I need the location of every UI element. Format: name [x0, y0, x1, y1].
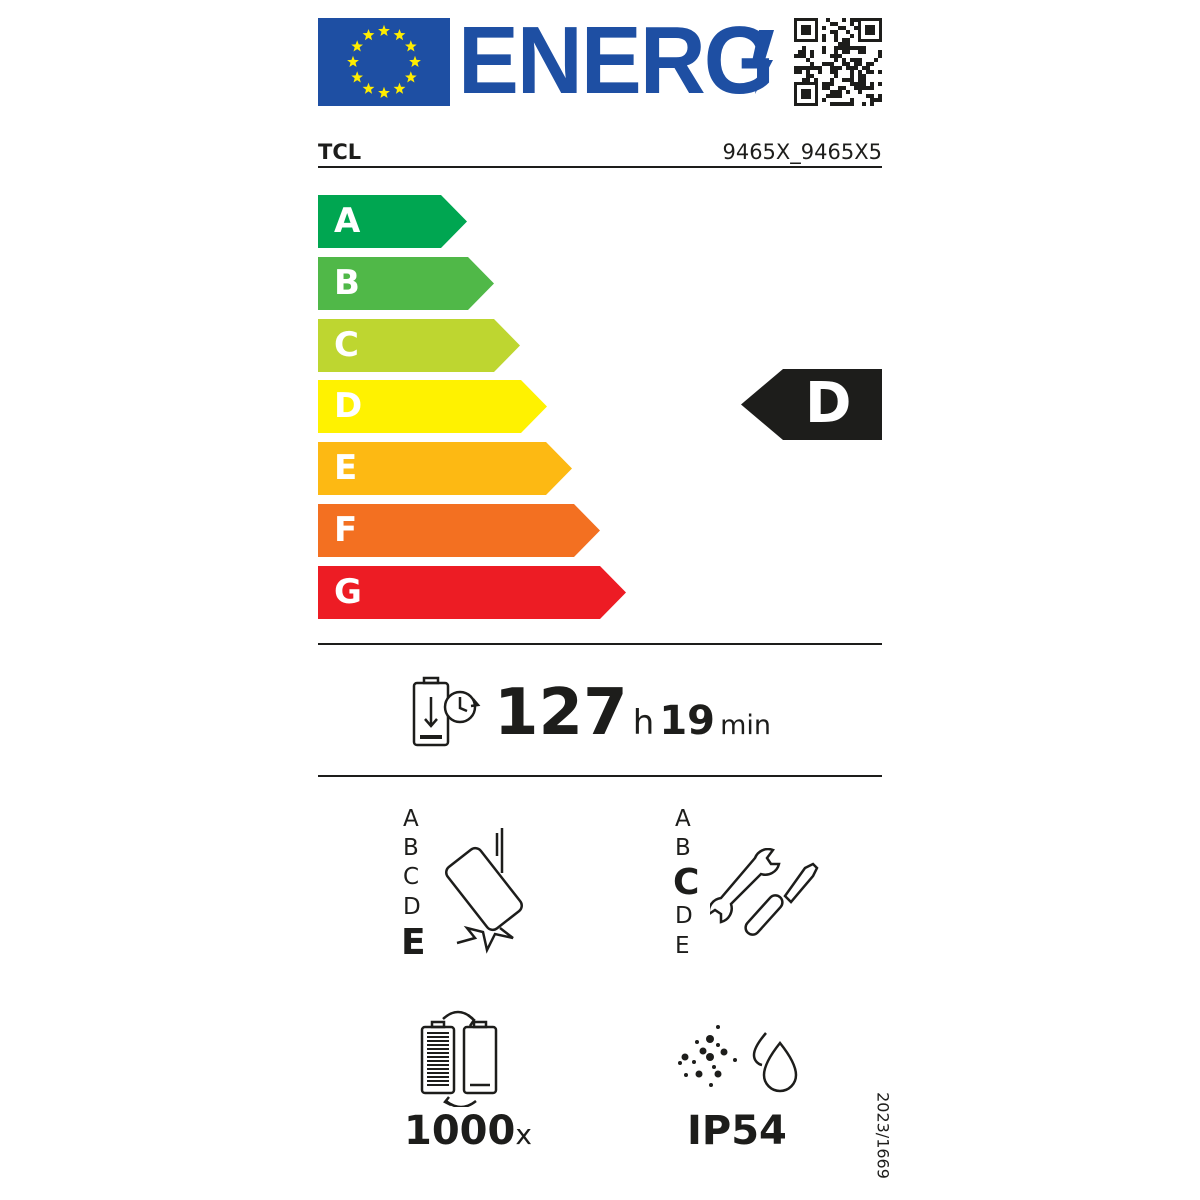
divider [318, 643, 882, 645]
supplier-name: TCL [318, 140, 362, 164]
ip-rating: IP54 [687, 1108, 787, 1154]
battery-endurance-icon [412, 676, 481, 747]
minutes-unit: min [720, 710, 772, 741]
hours-unit: h [632, 703, 655, 743]
scale-letter-e: E [401, 922, 426, 963]
eu-star-icon [347, 55, 359, 67]
battery-cycles-unit: x [515, 1118, 532, 1151]
scale-letter-b: B [403, 835, 419, 861]
scale-letter-c: C [403, 864, 420, 890]
eu-star-icon [405, 40, 417, 52]
qr-code-icon[interactable] [794, 18, 882, 106]
regulation-number: 2023/1669 [873, 1092, 893, 1179]
eu-star-icon [405, 71, 417, 83]
energy-class-letter: B [334, 262, 360, 303]
repair-tools-icon [710, 848, 819, 936]
scale-letter-c: C [673, 862, 700, 903]
energy-logo-text: ENERG [458, 7, 775, 114]
lightning-icon [751, 30, 774, 94]
energy-class-letter: F [334, 510, 358, 550]
scale-letter-a: A [403, 806, 419, 832]
energy-class-bar-f: F [318, 504, 600, 557]
energy-class-letter: C [334, 324, 359, 365]
energy-rating-letter: D [805, 371, 852, 436]
scale-letter-e: E [675, 933, 690, 959]
energy-class-letter: A [334, 201, 361, 241]
energy-rating-arrow: D [741, 369, 882, 440]
energy-class-bar-c: C [318, 318, 520, 372]
endurance-hours: 127 [494, 676, 628, 750]
energy-class-bar-g: G [318, 565, 626, 619]
model-identifier: 9465X_9465X5 [722, 140, 882, 164]
battery-cycles: 1000x [404, 1108, 532, 1154]
energy-class-bar-e: E [318, 442, 572, 496]
energy-class-bar-a: A [318, 195, 467, 248]
phone-drop-icon [445, 828, 523, 954]
energy-class-bar-d: D [318, 380, 547, 434]
divider [318, 166, 882, 168]
energy-class-letter: G [334, 571, 362, 612]
energy-class-letter: E [334, 448, 358, 489]
eu-flag-icon [318, 18, 450, 106]
eu-star-icon [351, 71, 363, 83]
divider [318, 775, 882, 777]
scale-letter-a: A [675, 806, 691, 832]
eu-star-icon [378, 24, 390, 36]
eu-star-icon [393, 29, 406, 41]
eu-star-icon [362, 29, 375, 41]
endurance-minutes: 19 [659, 698, 716, 744]
energy-class-letter: D [334, 386, 363, 427]
eu-star-icon [393, 82, 406, 94]
eu-star-icon [409, 55, 421, 67]
battery-endurance: 127 h 19 min [494, 676, 771, 750]
dust-water-icon [678, 1025, 798, 1093]
eu-star-icon [351, 40, 363, 52]
scale-letter-d: D [675, 903, 693, 929]
battery-cycles-value: 1000 [404, 1108, 516, 1154]
energy-class-bar-b: B [318, 256, 494, 310]
eu-star-icon [362, 82, 375, 94]
scale-letter-b: B [675, 835, 691, 861]
eu-star-icon [378, 86, 390, 98]
scale-letter-d: D [403, 894, 421, 920]
battery-cycles-icon [420, 1010, 498, 1107]
